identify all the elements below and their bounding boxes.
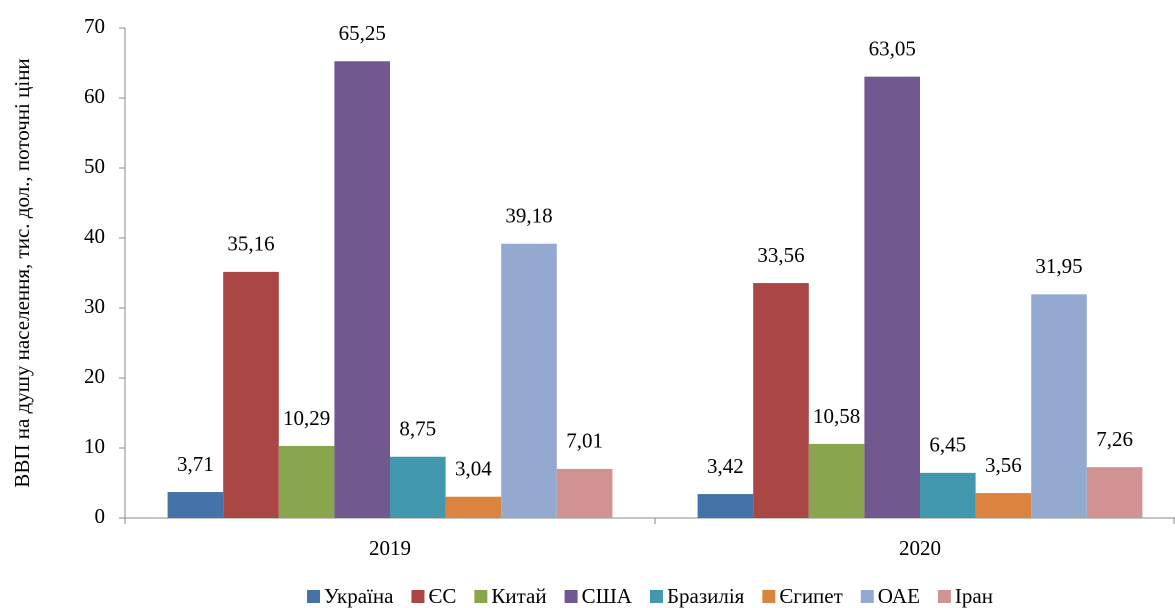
value-label: 3,42	[707, 454, 744, 478]
y-tick-label: 40	[84, 224, 105, 248]
bar	[753, 283, 809, 518]
value-label: 6,45	[929, 433, 966, 457]
value-label: 65,25	[339, 21, 386, 45]
bar	[501, 243, 557, 519]
bar	[1086, 467, 1143, 518]
bar	[1031, 294, 1087, 518]
bar	[334, 61, 390, 518]
legend-swatch	[860, 590, 874, 603]
legend-label: Україна	[324, 584, 394, 608]
y-tick-label: 20	[84, 364, 105, 388]
value-label: 7,01	[566, 429, 603, 453]
value-label: 33,56	[757, 243, 804, 267]
value-label: 3,56	[985, 453, 1022, 477]
bar	[445, 496, 502, 518]
legend-swatch	[762, 590, 776, 603]
bar	[975, 493, 1032, 518]
bar	[278, 445, 335, 518]
bar	[808, 443, 865, 518]
legend-swatch	[411, 590, 425, 603]
legend-label: ОАЕ	[878, 584, 920, 608]
legend-swatch	[937, 590, 951, 603]
y-tick-label: 70	[84, 14, 105, 38]
bar	[390, 456, 446, 518]
y-tick-label: 60	[84, 84, 105, 108]
legend-swatch	[564, 590, 578, 603]
legend-swatch	[474, 590, 488, 603]
legend-swatch	[649, 590, 663, 603]
bar	[920, 472, 976, 518]
legend-label: США	[582, 584, 633, 608]
value-label: 10,58	[813, 404, 860, 428]
value-label: 7,26	[1096, 427, 1133, 451]
x-tick-label: 2019	[369, 536, 411, 560]
value-label: 31,95	[1035, 254, 1082, 278]
legend-label: ЄС	[428, 584, 456, 608]
legend-label: Іран	[955, 584, 993, 608]
bar	[223, 271, 279, 518]
bar	[697, 494, 754, 518]
x-tick-label: 2020	[899, 536, 941, 560]
value-label: 3,04	[455, 457, 492, 481]
legend-swatch	[307, 590, 321, 603]
bar	[167, 492, 224, 518]
value-label: 10,29	[283, 406, 330, 430]
legend-label: Китай	[491, 584, 546, 608]
value-label: 8,75	[399, 417, 436, 441]
value-label: 63,05	[869, 36, 916, 60]
value-label: 3,71	[177, 452, 214, 476]
y-tick-label: 10	[84, 434, 105, 458]
value-label: 35,16	[227, 232, 274, 256]
legend-label: Бразилія	[667, 584, 745, 608]
y-tick-label: 50	[84, 154, 105, 178]
y-axis-label: ВВП на душу населення, тис. дол., поточн…	[10, 58, 34, 487]
bar	[864, 76, 920, 519]
bar	[556, 468, 613, 518]
y-tick-label: 0	[95, 504, 106, 528]
y-tick-label: 30	[84, 294, 105, 318]
value-label: 39,18	[505, 204, 552, 228]
legend-label: Єгипет	[779, 584, 842, 608]
